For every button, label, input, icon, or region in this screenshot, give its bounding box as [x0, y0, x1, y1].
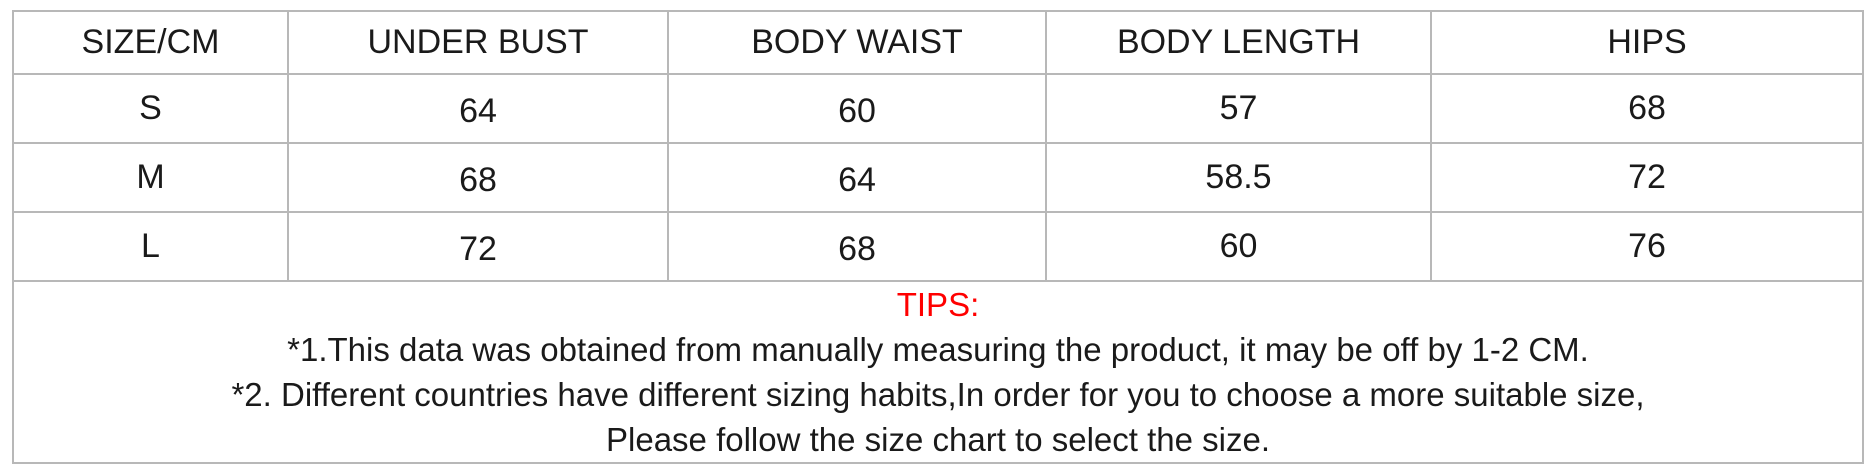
table-cell: 72: [287, 211, 669, 282]
table-row: L 72 68 60 76: [12, 211, 1864, 282]
table-cell: 60: [667, 73, 1047, 144]
table-cell: 68: [1430, 73, 1864, 144]
tips-line: Please follow the size chart to select t…: [606, 421, 1270, 458]
table-cell: 57: [1045, 73, 1432, 144]
table-cell: 60: [1045, 211, 1432, 282]
table-cell: 58.5: [1045, 142, 1432, 213]
header-cell: UNDER BUST: [287, 10, 669, 75]
header-cell: HIPS: [1430, 10, 1864, 75]
size-chart-table: SIZE/CM UNDER BUST BODY WAIST BODY LENGT…: [12, 10, 1864, 464]
tips-line: *2. Different countries have different s…: [231, 376, 1645, 413]
tips-line: *1.This data was obtained from manually …: [287, 331, 1589, 368]
table-cell: 64: [287, 73, 669, 144]
table-cell: 68: [287, 142, 669, 213]
size-cell: M: [12, 142, 289, 213]
table-row: M 68 64 58.5 72: [12, 142, 1864, 213]
header-row: SIZE/CM UNDER BUST BODY WAIST BODY LENGT…: [12, 10, 1864, 75]
tips-cell: TIPS: *1.This data was obtained from man…: [12, 280, 1864, 464]
table-cell: 64: [667, 142, 1047, 213]
size-cell: S: [12, 73, 289, 144]
header-cell: BODY LENGTH: [1045, 10, 1432, 75]
table-row: S 64 60 57 68: [12, 73, 1864, 144]
header-cell: SIZE/CM: [12, 10, 289, 75]
tips-title: TIPS:: [896, 286, 980, 323]
size-cell: L: [12, 211, 289, 282]
table-cell: 72: [1430, 142, 1864, 213]
header-cell: BODY WAIST: [667, 10, 1047, 75]
table-cell: 68: [667, 211, 1047, 282]
tips-row: TIPS: *1.This data was obtained from man…: [12, 280, 1864, 464]
table-cell: 76: [1430, 211, 1864, 282]
